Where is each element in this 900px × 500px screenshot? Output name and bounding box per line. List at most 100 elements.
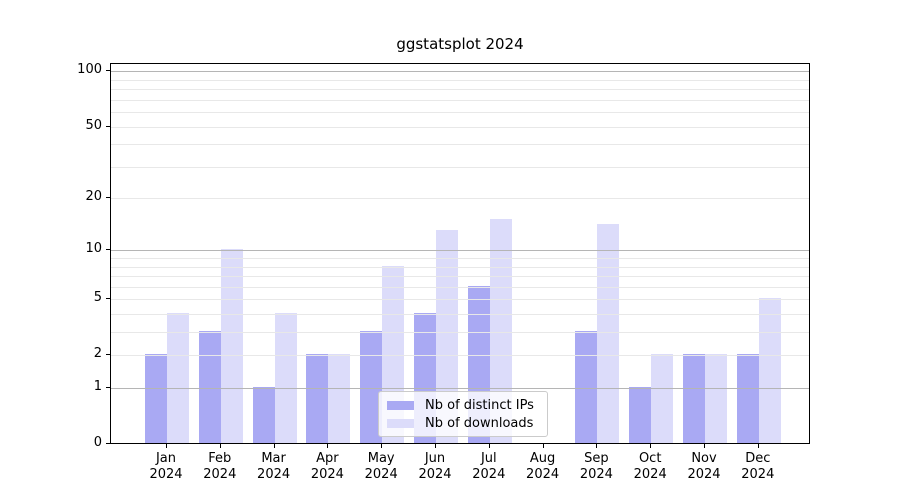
bar-downloads-mar — [274, 313, 297, 443]
x-tick-month: Aug — [529, 451, 556, 466]
x-tick-label-nov: Nov 2024 — [676, 451, 732, 483]
bar-distinct-ips-may — [360, 331, 383, 443]
x-tick-label-jun: Jun 2024 — [407, 451, 463, 483]
gridline-major-10 — [111, 250, 809, 252]
x-tick-month: Jun — [424, 451, 446, 466]
x-tick-mark-jun — [435, 444, 436, 448]
bar-distinct-ips-nov — [683, 354, 705, 443]
y-tick-mark-10 — [106, 249, 110, 251]
bar-distinct-ips-feb — [198, 331, 221, 443]
x-tick-label-may: May 2024 — [353, 451, 409, 483]
gridline-minor-3 — [111, 332, 809, 333]
legend-swatch-downloads — [387, 418, 414, 428]
y-tick-mark-0 — [106, 443, 110, 444]
y-tick-mark-1 — [106, 387, 110, 388]
x-tick-label-jul: Jul 2024 — [461, 451, 517, 483]
x-tick-month: Sep — [584, 451, 609, 466]
legend-swatch-distinct-ips — [387, 400, 414, 410]
bar-downloads-jul — [489, 219, 512, 443]
x-tick-mark-sep — [596, 444, 598, 448]
bar-downloads-jan — [167, 313, 189, 443]
bar-downloads-nov — [705, 354, 727, 443]
legend-label-downloads: Nb of downloads — [425, 415, 534, 431]
y-tick-mark-100 — [106, 70, 110, 72]
bar-distinct-ips-mar — [252, 387, 275, 443]
gridline-minor-90 — [111, 79, 809, 81]
gridline-minor-7 — [111, 276, 809, 278]
chart-title: ggstatsplot 2024 — [396, 35, 524, 53]
gridline-minor-4 — [111, 314, 809, 315]
bar-downloads-apr — [328, 354, 351, 443]
gridline-minor-8 — [111, 266, 809, 268]
bar-downloads-feb — [220, 249, 243, 443]
gridline-minor-60 — [111, 112, 809, 113]
bar-distinct-ips-apr — [306, 354, 329, 443]
y-tick-label-0: 0 — [93, 435, 102, 450]
y-tick-label-100: 100 — [77, 62, 102, 78]
x-tick-label-oct: Oct 2024 — [622, 451, 678, 483]
x-tick-month: Jul — [480, 451, 497, 466]
gridline-minor-9 — [111, 258, 809, 260]
x-tick-year: 2024 — [741, 467, 775, 482]
y-tick-label-1: 1 — [93, 379, 102, 394]
y-tick-label-20: 20 — [85, 189, 102, 205]
x-tick-month: Mar — [261, 451, 286, 466]
gridline-major-100 — [111, 71, 809, 73]
gridline-minor-30 — [111, 166, 809, 168]
gridline-minor-80 — [111, 89, 809, 91]
gridline-minor-5 — [111, 299, 809, 301]
x-tick-year: 2024 — [364, 467, 398, 482]
y-tick-mark-50 — [106, 125, 110, 127]
x-tick-mark-dec — [757, 444, 759, 448]
x-tick-label-feb: Feb 2024 — [192, 451, 248, 483]
x-tick-month: Dec — [745, 451, 771, 466]
x-tick-mark-mar — [273, 444, 275, 448]
x-tick-mark-apr — [327, 444, 329, 448]
legend-item-distinct-ips: Nb of distinct IPs — [387, 398, 547, 413]
x-tick-year: 2024 — [149, 467, 183, 482]
x-tick-month: Apr — [316, 451, 339, 466]
gridline-minor-20 — [111, 198, 809, 200]
x-tick-mark-oct — [650, 444, 652, 448]
y-tick-label-5: 5 — [93, 290, 102, 306]
x-tick-month: Nov — [691, 451, 717, 466]
x-tick-month: Oct — [638, 451, 662, 466]
gridline-minor-50 — [111, 126, 809, 128]
x-tick-year: 2024 — [526, 467, 560, 482]
x-tick-label-mar: Mar 2024 — [246, 451, 302, 483]
bar-downloads-dec — [758, 298, 781, 443]
gridline-minor-40 — [111, 144, 809, 146]
x-tick-mark-feb — [219, 444, 221, 448]
bar-distinct-ips-sep — [575, 331, 598, 443]
bar-distinct-ips-dec — [736, 354, 759, 443]
y-tick-mark-5 — [106, 298, 110, 300]
x-tick-month: Jan — [155, 451, 177, 466]
legend-label-distinct-ips: Nb of distinct IPs — [425, 397, 534, 413]
x-tick-label-jan: Jan 2024 — [138, 451, 194, 483]
x-tick-mark-aug — [542, 444, 544, 448]
plot-area — [110, 63, 810, 444]
legend: Nb of distinct IPs Nb of downloads — [378, 391, 548, 437]
x-tick-year: 2024 — [579, 467, 613, 482]
x-tick-label-aug: Aug 2024 — [515, 451, 571, 483]
x-tick-label-apr: Apr 2024 — [299, 451, 355, 483]
x-tick-mark-nov — [704, 444, 705, 448]
bar-downloads-jun — [436, 229, 458, 443]
x-tick-year: 2024 — [472, 467, 506, 482]
x-tick-year: 2024 — [203, 467, 237, 482]
x-tick-month: Feb — [208, 451, 232, 466]
x-tick-mark-jul — [488, 444, 490, 448]
y-tick-label-2: 2 — [93, 346, 102, 362]
x-tick-month: May — [367, 451, 395, 466]
gridline-major-1 — [111, 388, 809, 389]
x-tick-year: 2024 — [687, 467, 721, 482]
gridline-minor-2 — [111, 355, 809, 357]
x-tick-label-dec: Dec 2024 — [730, 451, 786, 483]
x-tick-year: 2024 — [310, 467, 344, 482]
x-tick-year: 2024 — [633, 467, 667, 482]
legend-item-downloads: Nb of downloads — [387, 416, 547, 431]
gridline-minor-6 — [111, 286, 809, 288]
x-tick-label-sep: Sep 2024 — [568, 451, 624, 483]
x-tick-year: 2024 — [257, 467, 291, 482]
